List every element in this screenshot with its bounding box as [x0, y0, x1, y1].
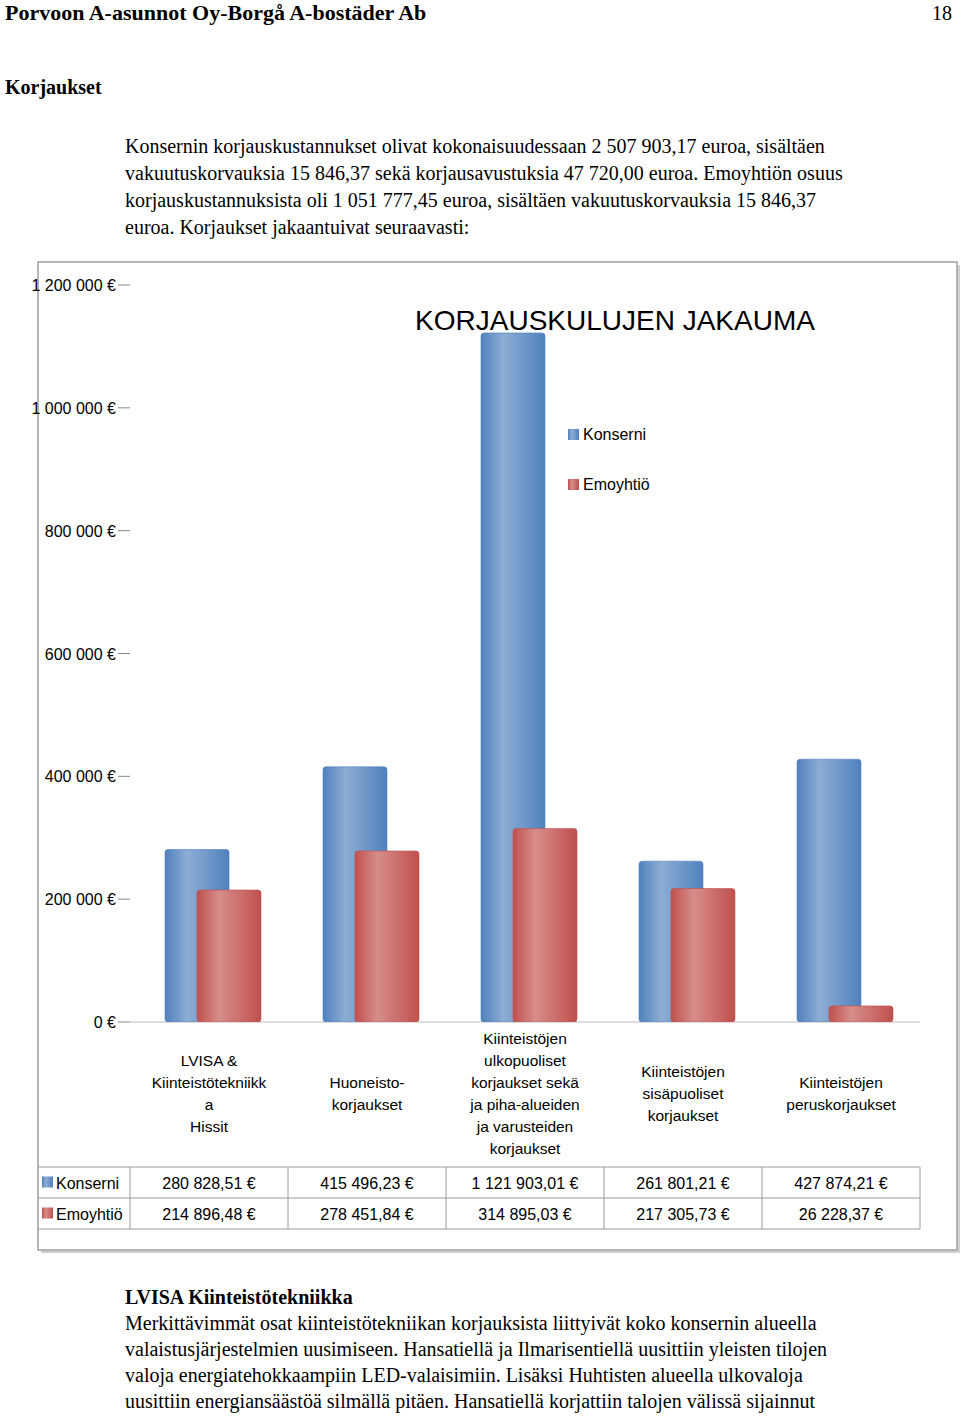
y-tick: [118, 285, 130, 286]
y-tick: [118, 530, 130, 531]
page-number: 18: [932, 2, 952, 24]
table-value: 415 496,23 €: [320, 1175, 414, 1192]
table-rule: [38, 1167, 920, 1168]
bar: [797, 759, 861, 1022]
category-label: Kiinteistöjensisäpuolisetkorjaukset: [641, 1063, 725, 1124]
legend-key: [568, 429, 579, 440]
y-tick-label: 1 000 000 €: [31, 400, 116, 417]
page: Porvoon A-asunnot Oy-Borgå A-bostäder Ab…: [0, 0, 960, 1416]
legend-label: Konserni: [583, 426, 646, 443]
y-tick: [118, 776, 130, 777]
table-rule: [920, 1167, 921, 1229]
table-rule: [762, 1167, 763, 1229]
bar: [513, 829, 577, 1022]
y-tick-label: 1 200 000 €: [31, 277, 116, 294]
y-tick-label: 800 000 €: [45, 523, 116, 540]
y-tick-label: 0 €: [94, 1014, 116, 1031]
bar: [355, 851, 419, 1022]
paragraph-line: uusittiin energiansäästöä silmällä pitäe…: [125, 1390, 815, 1413]
table-value: 427 874,21 €: [794, 1175, 888, 1192]
table-rule: [130, 1167, 131, 1229]
y-tick: [118, 653, 130, 654]
bar: [829, 1006, 893, 1022]
paragraph-line: Merkittävimmät osat kiinteistötekniikan …: [125, 1312, 817, 1335]
legend-key: [568, 479, 579, 490]
table-value: 261 801,21 €: [636, 1175, 730, 1192]
bars: [165, 333, 893, 1022]
y-tick: [118, 1022, 130, 1023]
y-tick: [118, 899, 130, 900]
y-tick-label: 400 000 €: [45, 768, 116, 785]
chart-title: KORJAUSKULUJEN JAKAUMA: [415, 305, 815, 336]
bar: [671, 889, 735, 1022]
table-value: 217 305,73 €: [636, 1206, 730, 1223]
paragraph-line: korjauskustannuksista oli 1 051 777,45 e…: [125, 189, 816, 212]
paragraph-line: valaistusjärjestelmien uusimiseen. Hansa…: [125, 1338, 827, 1361]
table-value: 280 828,51 €: [162, 1175, 256, 1192]
category-label: Huoneisto-korjaukset: [330, 1074, 405, 1113]
table-value: 1 121 903,01 €: [472, 1175, 579, 1192]
paragraph-line: valoja energiatehokkaampiin LED-valaisim…: [125, 1364, 803, 1387]
table-series-name: Konserni: [56, 1175, 119, 1192]
header-title: Porvoon A-asunnot Oy-Borgå A-bostäder Ab: [5, 0, 426, 25]
section-heading: Korjaukset: [5, 76, 102, 99]
table-key: [42, 1208, 53, 1219]
subsection-heading: LVISA Kiinteistötekniikka: [125, 1286, 353, 1308]
category-label: LVISA &KiinteistötekniikkaHissit: [152, 1052, 267, 1135]
table-value: 26 228,37 €: [799, 1206, 884, 1223]
table-series-name: Emoyhtiö: [56, 1206, 123, 1223]
chart-frame: [38, 262, 957, 1250]
y-tick-label: 600 000 €: [45, 646, 116, 663]
paragraph-line: vakuutuskorvauksia 15 846,37 sekä korjau…: [125, 162, 843, 185]
table-rule: [446, 1167, 447, 1229]
table-value: 314 895,03 €: [478, 1206, 572, 1223]
table-value: 214 896,48 €: [162, 1206, 256, 1223]
bar: [197, 890, 261, 1022]
table-rule: [38, 1229, 920, 1230]
table-rule: [38, 1198, 920, 1199]
legend-label: Emoyhtiö: [583, 476, 650, 493]
y-tick-label: 200 000 €: [45, 891, 116, 908]
table-rule: [604, 1167, 605, 1229]
y-tick: [118, 407, 130, 408]
table-value: 278 451,84 €: [320, 1206, 414, 1223]
category-label: Kiinteistöjenperuskorjaukset: [786, 1074, 896, 1113]
category-label: Kiinteistöjenulkopuolisetkorjaukset sekä…: [469, 1030, 579, 1157]
table-key: [42, 1177, 53, 1188]
paragraph-line: Konsernin korjauskustannukset olivat kok…: [125, 135, 825, 158]
table-rule: [288, 1167, 289, 1229]
paragraph-line: euroa. Korjaukset jakaantuivat seuraavas…: [125, 216, 469, 239]
